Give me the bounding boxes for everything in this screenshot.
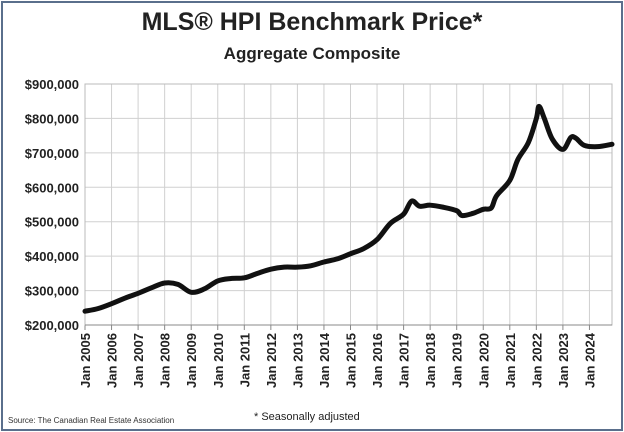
plot-area bbox=[84, 83, 613, 326]
y-tick-label: $400,000 bbox=[25, 249, 79, 264]
source-note: Source: The Canadian Real Estate Associa… bbox=[8, 416, 175, 425]
y-tick-label: $700,000 bbox=[25, 146, 79, 161]
y-tick-label: $800,000 bbox=[25, 111, 79, 126]
y-tick-label: $300,000 bbox=[25, 284, 79, 299]
y-tick-label: $900,000 bbox=[25, 77, 79, 92]
x-tick-label: Jan 2021 bbox=[503, 333, 518, 388]
x-tick-label: Jan 2019 bbox=[450, 333, 465, 388]
x-tick-label: Jan 2005 bbox=[78, 333, 93, 388]
x-tick-label: Jan 2022 bbox=[529, 333, 544, 388]
chart-subtitle: Aggregate Composite bbox=[223, 44, 401, 63]
x-tick-label: Jan 2014 bbox=[317, 332, 332, 388]
x-tick-label: Jan 2012 bbox=[264, 333, 279, 388]
y-tick-label: $500,000 bbox=[25, 215, 79, 230]
x-tick-label: Jan 2017 bbox=[397, 333, 412, 388]
x-tick-label: Jan 2006 bbox=[105, 333, 120, 388]
x-tick-label: Jan 2023 bbox=[556, 333, 571, 388]
x-tick-label: Jan 2018 bbox=[423, 333, 438, 388]
x-tick-label: Jan 2009 bbox=[184, 333, 199, 388]
y-tick-label: $600,000 bbox=[25, 180, 79, 195]
x-tick-label: Jan 2015 bbox=[344, 333, 359, 388]
x-tick-label: Jan 2024 bbox=[582, 332, 597, 388]
seasonal-note: * Seasonally adjusted bbox=[254, 411, 360, 423]
x-tick-label: Jan 2013 bbox=[290, 333, 305, 388]
y-tick-label: $200,000 bbox=[25, 318, 79, 333]
x-tick-label: Jan 2016 bbox=[370, 333, 385, 388]
x-tick-label: Jan 2020 bbox=[476, 333, 491, 388]
x-tick-label: Jan 2008 bbox=[158, 333, 173, 388]
x-tick-label: Jan 2007 bbox=[131, 333, 146, 388]
chart-title: MLS® HPI Benchmark Price* bbox=[141, 8, 483, 36]
series-line bbox=[82, 103, 615, 314]
x-tick-label: Jan 2011 bbox=[237, 333, 252, 387]
x-tick-label: Jan 2010 bbox=[211, 333, 226, 388]
